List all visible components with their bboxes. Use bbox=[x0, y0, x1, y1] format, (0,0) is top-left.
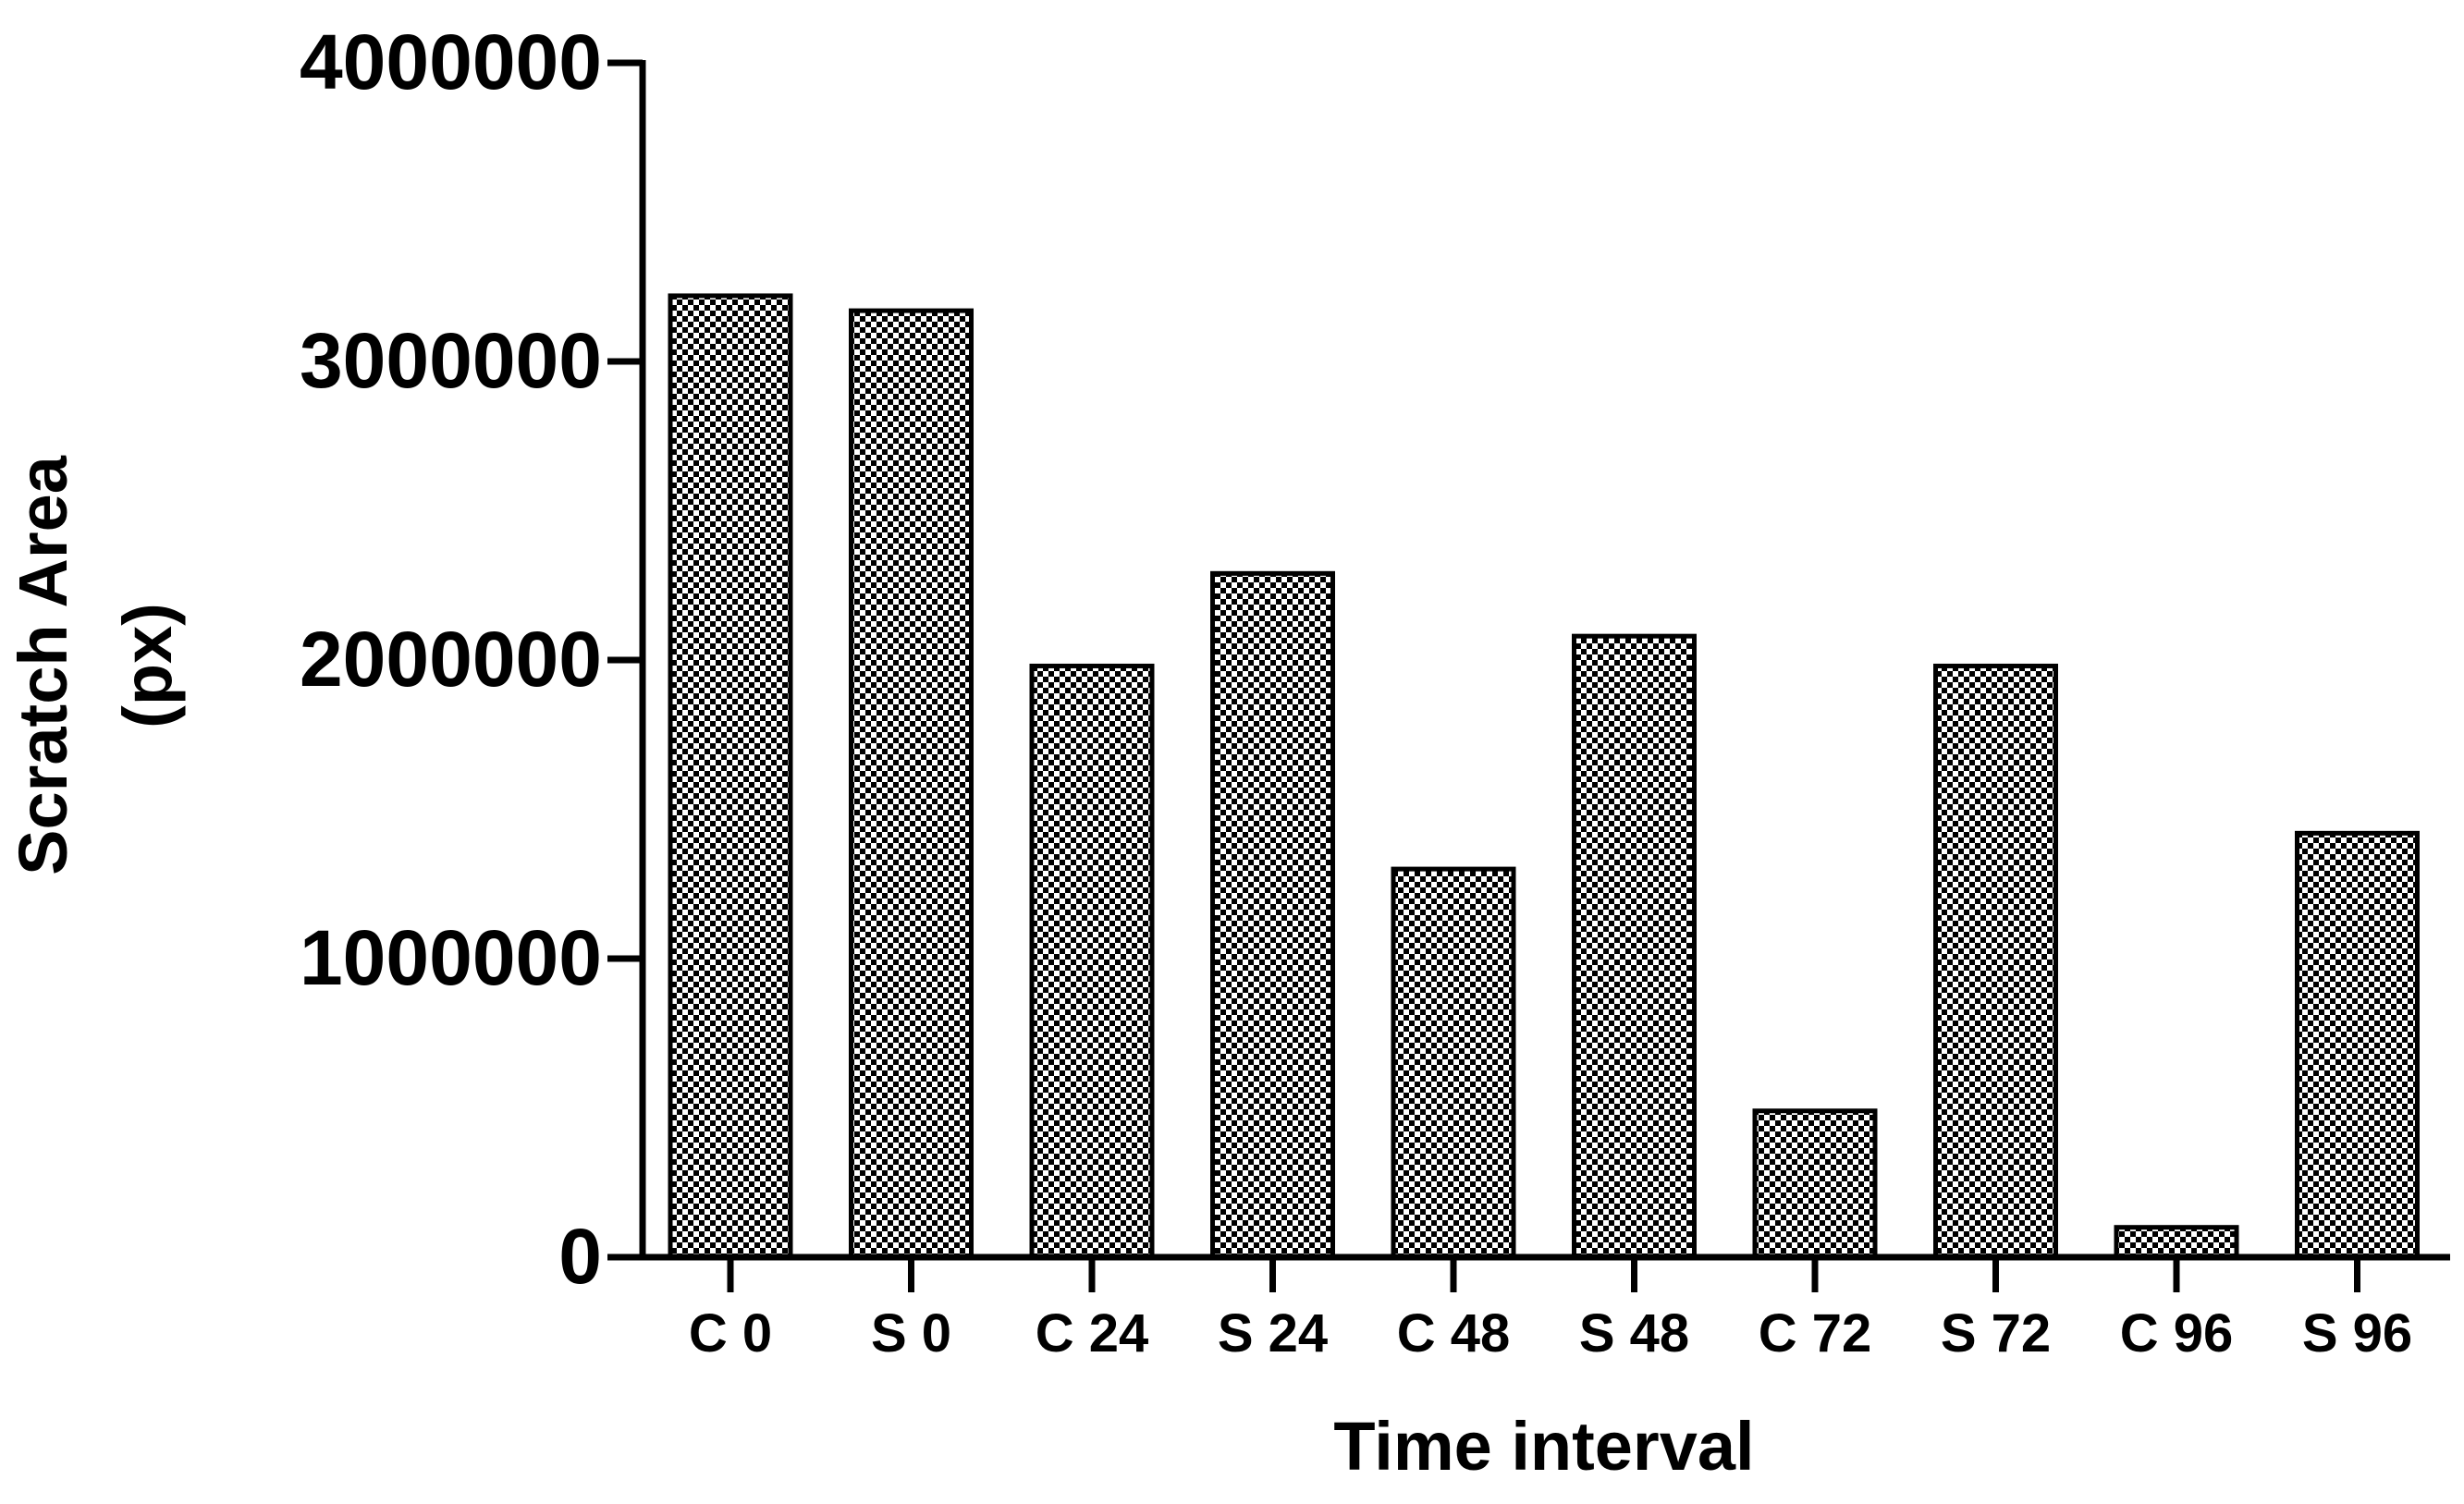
y-tick-label: 3000000 bbox=[300, 317, 602, 404]
bar-s24 bbox=[1210, 570, 1335, 1260]
bar-s96 bbox=[2295, 830, 2420, 1260]
y-tick-label: 1000000 bbox=[300, 914, 602, 1001]
bar-c72 bbox=[1752, 1108, 1878, 1260]
x-tick-label: C 96 bbox=[2120, 1303, 2234, 1363]
bar-c24 bbox=[1029, 663, 1155, 1260]
ticks-layer: 0 1000000 2000000 3000000 4000000 C 0 S 0 C 24 S… bbox=[300, 18, 2412, 1363]
y-tick-label: 4000000 bbox=[300, 18, 602, 105]
bar-s72 bbox=[1933, 663, 2058, 1260]
x-tick-label: S 0 bbox=[871, 1303, 951, 1363]
x-axis-title: Time interval bbox=[1333, 1408, 1754, 1485]
y-tick-label: 0 bbox=[558, 1213, 602, 1300]
bar-c48 bbox=[1391, 866, 1516, 1260]
x-tick-label: C 24 bbox=[1036, 1303, 1149, 1363]
y-tick-label: 2000000 bbox=[300, 616, 602, 703]
x-tick-label: S 24 bbox=[1218, 1303, 1328, 1363]
y-axis-title: Scratch Area bbox=[5, 455, 81, 875]
x-tick-label: S 96 bbox=[2302, 1303, 2412, 1363]
bar-s48 bbox=[1572, 633, 1697, 1260]
x-tick-label: C 0 bbox=[689, 1303, 772, 1363]
x-tick-label: S 72 bbox=[1941, 1303, 2051, 1363]
x-tick-label: C 72 bbox=[1759, 1303, 1872, 1363]
x-tick-label: C 48 bbox=[1397, 1303, 1511, 1363]
y-axis-title-unit: (px) bbox=[109, 603, 186, 728]
bar-c96 bbox=[2114, 1225, 2239, 1260]
bar-s0 bbox=[849, 308, 974, 1260]
bar-c0 bbox=[668, 293, 793, 1260]
bars-layer bbox=[668, 293, 2420, 1260]
x-tick-label: S 48 bbox=[1579, 1303, 1689, 1363]
